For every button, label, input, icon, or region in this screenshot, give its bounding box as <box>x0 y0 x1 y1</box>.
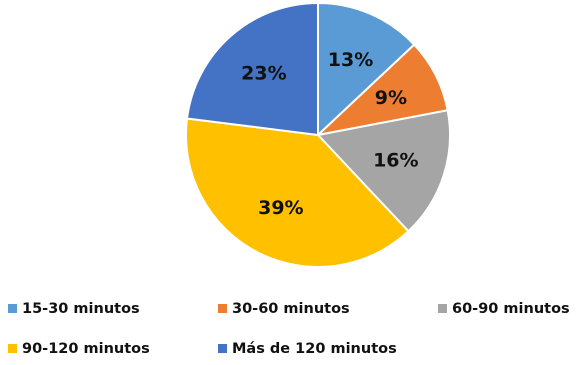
legend-label-1: 15-30 minutos <box>22 301 140 317</box>
legend-swatch-1 <box>8 304 17 313</box>
legend-swatch-3 <box>438 304 447 313</box>
legend-label-2: 30-60 minutos <box>232 301 350 317</box>
slice-data-label-1: 13% <box>328 49 373 71</box>
chart-legend: 15-30 minutos 30-60 minutos 60-90 minutos 9… <box>8 301 570 357</box>
legend-swatch-2 <box>218 304 227 313</box>
legend-label-3: 60-90 minutos <box>452 301 570 317</box>
legend-label-5: Más de 120 minutos <box>232 341 397 357</box>
pie-slice-labels: 13%9% 16% 39% 23% <box>241 49 418 219</box>
legend-item-3: 60-90 minutos <box>438 301 570 317</box>
pie-slice-1 <box>317 1 416 138</box>
slice-data-label-2: 9% <box>375 87 407 109</box>
slice-data-label-5: 23% <box>241 63 286 85</box>
slice-data-label-3: 16% <box>373 149 418 171</box>
slice-data-label-4: 39% <box>258 197 303 219</box>
legend-item-1: 15-30 minutos <box>8 301 140 317</box>
legend-label-4: 90-120 minutos <box>22 341 150 357</box>
pie-slice-5 <box>185 1 319 137</box>
pie-slice-4 <box>185 117 410 268</box>
legend-swatch-4 <box>8 344 17 353</box>
legend-item-4: 90-120 minutos <box>8 341 150 357</box>
legend-item-5: Más de 120 minutos <box>218 341 397 357</box>
pie-slice-3 <box>316 109 451 233</box>
legend-item-2: 30-60 minutos <box>218 301 350 317</box>
pie-slices <box>185 1 451 268</box>
legend-swatch-5 <box>218 344 227 353</box>
